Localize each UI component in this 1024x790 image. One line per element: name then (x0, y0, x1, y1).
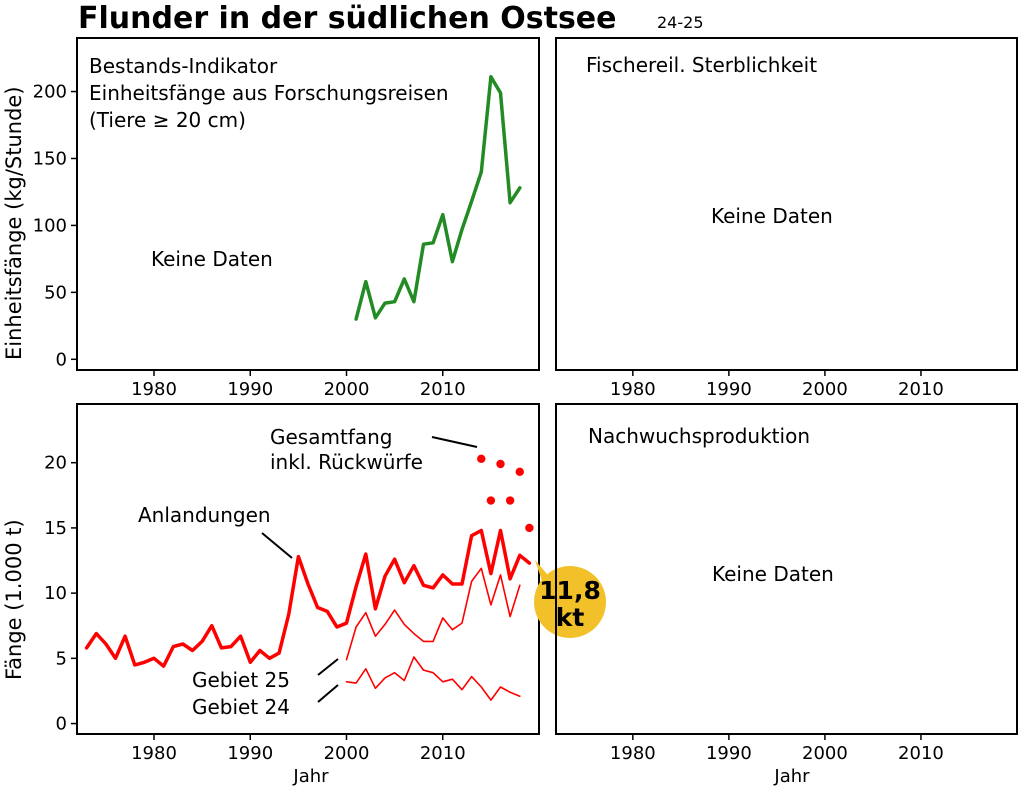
recruitment-x-tick-label-2010: 2010 (898, 743, 944, 764)
total-catch-point-2014 (477, 454, 486, 463)
area-25-series-line (345, 567, 521, 661)
mortality-x-tick-label-1990: 1990 (706, 379, 752, 400)
recruitment-x-axis-label: Jahr (773, 766, 810, 787)
stock-x-axis: 1980 1990 2000 2010 (131, 370, 466, 400)
stock-y-tick-label-50: 50 (44, 282, 67, 303)
figure-title: Flunder in der südlichen Ostsee (78, 1, 617, 36)
catch-y-tick-label-5: 5 (56, 648, 67, 669)
mortality-no-data-label: Keine Daten (711, 204, 833, 228)
annotation-area-25: Gebiet 25 (192, 668, 290, 692)
panel-mortality-frame (555, 37, 1018, 371)
catch-x-tick-label-2010: 2010 (420, 743, 466, 764)
stock-y-tick-label-200: 200 (33, 82, 67, 103)
catch-y-tick-label-20: 20 (44, 453, 67, 474)
stock-series (354, 75, 522, 321)
annotation-area-25-pointer (317, 658, 339, 676)
total-catch-point-2017 (505, 496, 515, 505)
landings-series-line (84, 528, 532, 668)
annotation-landings: Anlandungen (138, 503, 271, 527)
stock-x-tick-label-1990: 1990 (227, 379, 273, 400)
mortality-label: Fischereil. Sterblichkeit (586, 53, 817, 77)
stock-y-axis: 0 50 100 150 200 (33, 82, 77, 370)
mortality-x-tick-label-2010: 2010 (898, 379, 944, 400)
catch-series (84, 454, 534, 701)
catch-y-axis: 0 5 10 15 20 (44, 453, 77, 735)
stock-y-tick-label-0: 0 (56, 349, 67, 370)
panel-fishing-mortality: Fischereil. Sterblichkeit Keine Daten 19… (555, 37, 1018, 400)
catch-value-badge: 11,8 kt (534, 560, 606, 638)
stock-no-data-label: Keine Daten (151, 247, 273, 271)
recruitment-label: Nachwuchsproduktion (588, 424, 810, 448)
annotation-landings-pointer (261, 532, 293, 559)
cpue-series-line (354, 75, 522, 321)
stock-y-axis-label: Einheitsfänge (kg/Stunde) (2, 86, 26, 360)
total-catch-point-2015 (486, 496, 496, 505)
panel-catches: 0 5 10 15 20 1980 1990 2000 2010 Gesamtfang ink… (44, 403, 540, 764)
area-24-series-line (345, 656, 521, 701)
stock-x-tick-label-2000: 2000 (324, 379, 370, 400)
stock-label-line-2: Einheitsfänge aus Forschungsreisen (89, 81, 449, 105)
panel-recruitment-frame (555, 403, 1018, 735)
catch-x-tick-label-2000: 2000 (324, 743, 370, 764)
catch-y-tick-label-15: 15 (44, 518, 67, 539)
recruitment-x-tick-label-1990: 1990 (706, 743, 752, 764)
annotation-total-catch-pointer (431, 436, 478, 448)
mortality-x-tick-label-1980: 1980 (610, 379, 656, 400)
panel-stock-frame (76, 37, 540, 371)
stock-label-line-1: Bestands-Indikator (89, 54, 278, 78)
panel-stock-indicator: Bestands-Indikator Einheitsfänge aus For… (33, 37, 540, 400)
badge-value: 11,8 (539, 576, 601, 605)
stock-y-tick-label-150: 150 (33, 148, 67, 169)
catch-x-tick-label-1990: 1990 (227, 743, 273, 764)
stock-x-tick-label-2010: 2010 (420, 379, 466, 400)
badge-circle (534, 566, 606, 638)
stock-y-tick-label-100: 100 (33, 215, 67, 236)
recruitment-x-tick-label-2000: 2000 (802, 743, 848, 764)
annotation-total-catch-line-1: Gesamtfang (270, 425, 392, 449)
recruitment-x-tick-label-1980: 1980 (610, 743, 656, 764)
catch-x-tick-label-1980: 1980 (131, 743, 177, 764)
panel-recruitment: Nachwuchsproduktion Keine Daten 1980 1990… (555, 403, 1018, 764)
recruitment-x-axis: 1980 1990 2000 2010 (610, 734, 944, 764)
annotation-total-catch-line-2: inkl. Rückwürfe (270, 450, 423, 474)
annotation-area-24: Gebiet 24 (192, 695, 290, 719)
catch-y-axis-label: Fänge (1.000 t) (2, 519, 26, 680)
total-catch-point-2019 (525, 523, 534, 533)
mortality-x-tick-label-2000: 2000 (802, 379, 848, 400)
badge-unit: kt (556, 603, 585, 632)
catch-y-tick-label-0: 0 (56, 714, 67, 735)
stock-label-line-3: (Tiere ≥ 20 cm) (89, 108, 246, 132)
catch-x-axis: 1980 1990 2000 2010 (131, 734, 466, 764)
total-catch-point-2018 (515, 467, 524, 477)
total-catch-point-2016 (496, 459, 505, 469)
recruitment-no-data-label: Keine Daten (712, 562, 834, 586)
figure-subtitle: 24-25 (657, 13, 704, 32)
mortality-x-axis: 1980 1990 2000 2010 (610, 370, 944, 400)
stock-x-tick-label-1980: 1980 (131, 379, 177, 400)
catch-x-axis-label: Jahr (292, 766, 329, 787)
catch-y-tick-label-10: 10 (44, 583, 67, 604)
annotation-area-24-pointer (317, 684, 339, 703)
